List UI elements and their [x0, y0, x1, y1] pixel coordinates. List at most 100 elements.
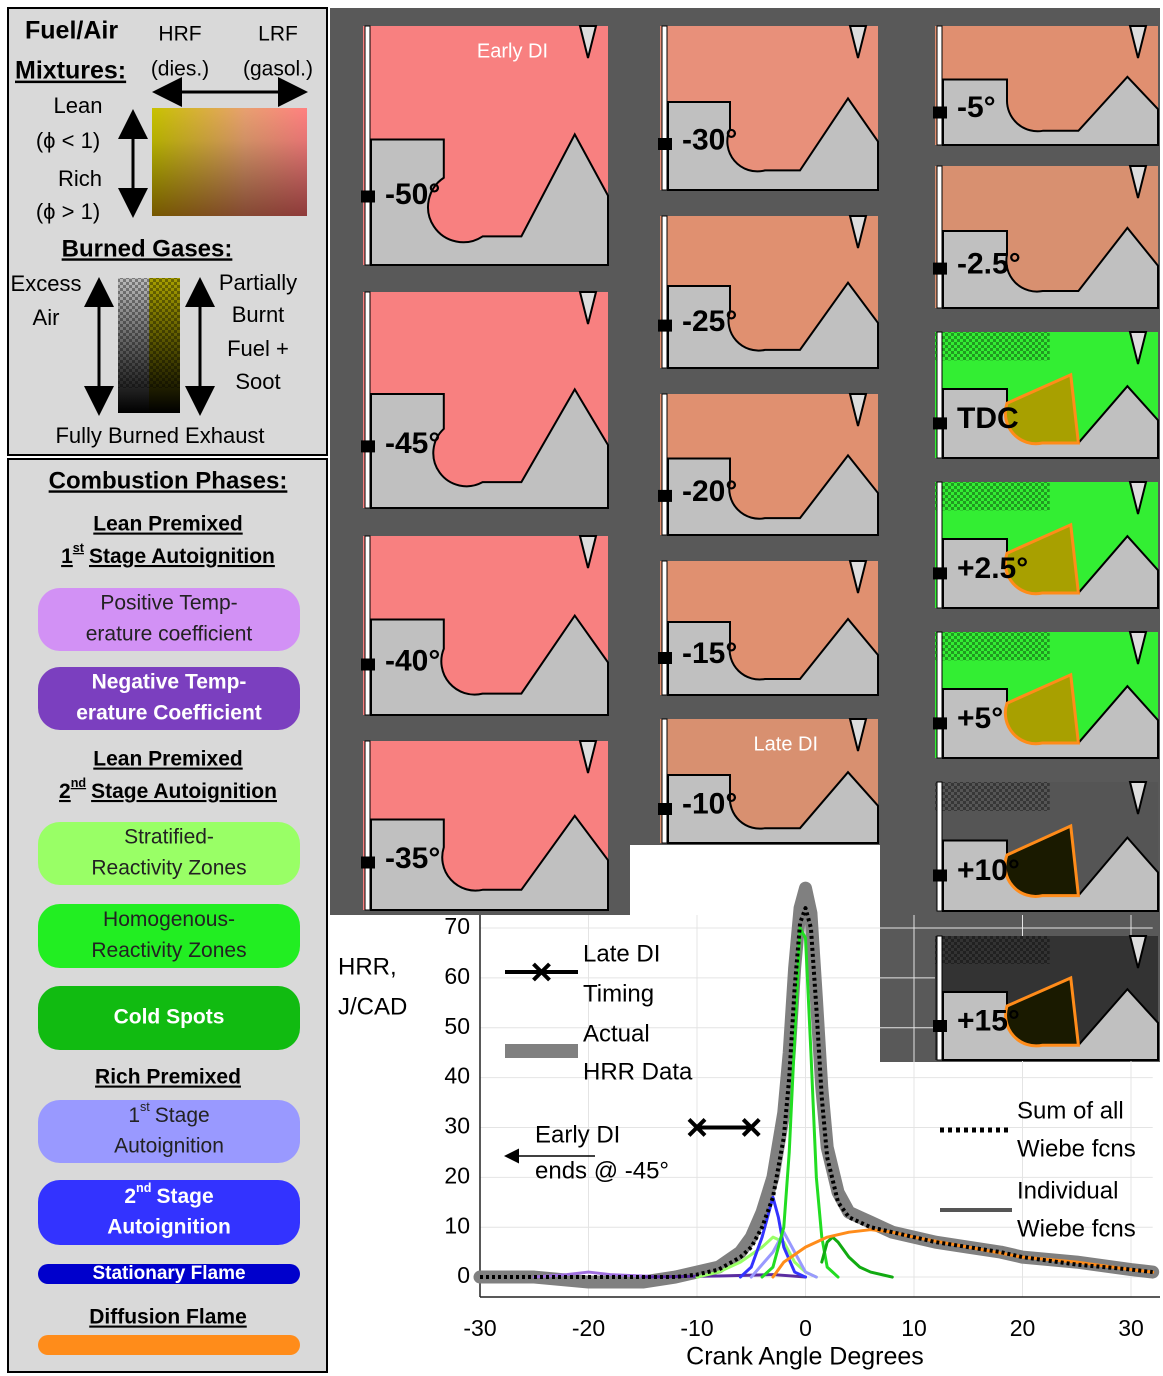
stage-text: Stage [156, 1185, 213, 1208]
cylinder-wall [662, 26, 667, 190]
stage-superscript: nd [71, 776, 86, 790]
y-tick-label: 20 [444, 1162, 470, 1188]
figure: -50°Early DI-45°-40°-35°-30°-25°-20°-15°… [0, 0, 1163, 1376]
label: (ϕ < 1) [36, 128, 100, 153]
crank-angle-label: -35° [385, 842, 440, 875]
cylinder-wall [937, 332, 942, 458]
cylinder-wall [937, 26, 942, 145]
pill-text: erature Coefficient [76, 702, 262, 725]
crank-angle-label: +2.5° [957, 552, 1028, 585]
legend-title: Fuel/Air [25, 17, 118, 45]
wall-sensor [933, 107, 947, 119]
cylinder-wall [662, 394, 667, 535]
wall-sensor [361, 440, 375, 452]
injection-note: Early DI [477, 40, 548, 62]
cylinder-wall [937, 782, 942, 911]
wall-sensor [933, 417, 947, 429]
cylinder-wall [937, 632, 942, 758]
cylinder-wall [365, 292, 370, 508]
burned-gas-zone [935, 482, 1050, 510]
stage-superscript: st [140, 1100, 150, 1114]
label: (gasol.) [243, 58, 313, 81]
legend-label: Timing [583, 980, 654, 1007]
x-axis-title: Crank Angle Degrees [686, 1343, 924, 1371]
y-axis-title: HRR, [338, 953, 397, 980]
label: Excess [11, 271, 82, 296]
crank-angle-label: -20° [682, 475, 737, 508]
legend-label: Sum of all [1017, 1097, 1124, 1124]
legend-label: Late DI [583, 940, 660, 967]
y-tick-label: 50 [444, 1013, 470, 1039]
pill-text: erature coefficient [86, 623, 253, 646]
x-tick-label: 20 [1010, 1315, 1036, 1341]
label: Lean [54, 93, 103, 118]
stage-text: Stage Autoignition [89, 545, 275, 568]
phase-heading: Lean Premixed [93, 513, 242, 536]
wall-sensor [361, 191, 375, 203]
wall-sensor [658, 490, 672, 502]
cylinder-wall [662, 719, 667, 843]
wall-sensor [361, 857, 375, 869]
pill-text: Stratified- [124, 826, 214, 849]
wall-sensor [933, 567, 947, 579]
x-tick-label: 30 [1118, 1315, 1144, 1341]
pill-text: Autoignition [114, 1135, 224, 1158]
label: LRF [258, 23, 298, 46]
label: (ϕ > 1) [36, 199, 100, 224]
burned-gas-zone [935, 632, 1050, 660]
mixture-swatch-shade [152, 108, 307, 216]
y-tick-label: 10 [444, 1212, 470, 1238]
legend-label: Individual [1017, 1177, 1118, 1204]
crank-angle-label: +15° [957, 1005, 1020, 1038]
crank-angle-label: TDC [957, 402, 1019, 435]
wall-sensor [658, 320, 672, 332]
cylinder-wall [662, 216, 667, 368]
annotation: ends @ -45° [535, 1157, 669, 1184]
stage-superscript: nd [136, 1181, 151, 1195]
crank-angle-label: -2.5° [957, 248, 1021, 281]
wall-sensor [361, 659, 375, 671]
x-tick-label: 0 [799, 1315, 812, 1341]
y-tick-label: 30 [444, 1113, 470, 1139]
stage-label: 1stStage Autoignition [61, 541, 275, 567]
wall-sensor [658, 138, 672, 150]
pill-text: Positive Temp- [100, 592, 237, 615]
y-tick-label: 70 [444, 913, 470, 939]
x-tick-label: -20 [572, 1315, 605, 1341]
wall-sensor [658, 652, 672, 664]
label: Partially [219, 270, 297, 295]
stage-number: 2 [124, 1185, 136, 1208]
stage-number: 2 [59, 780, 71, 803]
pill-text: Cold Spots [114, 1006, 225, 1029]
pill-text: Reactivity Zones [91, 857, 246, 880]
wall-sensor [933, 870, 947, 882]
stage-number: 1 [61, 545, 73, 568]
stage-text: Stage Autoignition [91, 780, 277, 803]
pill-text: Stationary Flame [92, 1263, 245, 1284]
legend-title: Combustion Phases: [49, 467, 288, 494]
y-tick-label: 60 [444, 963, 470, 989]
cylinder-wall [937, 936, 942, 1060]
cylinder-wall [937, 482, 942, 608]
label: Soot [235, 369, 280, 394]
crank-angle-label: -5° [957, 91, 996, 124]
crank-angle-label: -15° [682, 637, 737, 670]
legend-label: Wiebe fcns [1017, 1135, 1136, 1162]
legend-label: Actual [583, 1020, 650, 1047]
x-tick-label: -30 [463, 1315, 496, 1341]
page: body { margin: 0; background: #fff; font… [0, 0, 1163, 1376]
crank-angle-label: -10° [682, 788, 737, 821]
phase-pill [38, 1335, 300, 1355]
burned-gas-zone [935, 332, 1050, 360]
crank-angle-label: -50° [385, 178, 440, 211]
wall-sensor [933, 263, 947, 275]
burned-swatch-texture [118, 278, 180, 388]
cylinder-wall [937, 166, 942, 308]
y-tick-label: 0 [457, 1262, 470, 1288]
annotation: Early DI [535, 1121, 620, 1148]
wall-sensor [933, 717, 947, 729]
stage-text: Stage [155, 1104, 210, 1127]
legend-title: Mixtures: [15, 57, 126, 85]
x-tick-label: -10 [680, 1315, 713, 1341]
crank-angle-label: -30° [682, 124, 737, 157]
